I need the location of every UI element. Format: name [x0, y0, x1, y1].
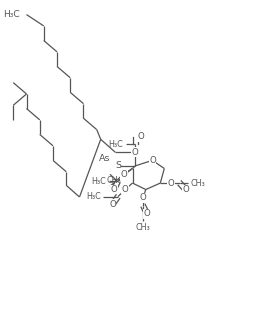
- Text: O: O: [111, 185, 117, 194]
- Text: O: O: [109, 200, 116, 209]
- Text: O: O: [140, 193, 147, 202]
- Text: O: O: [121, 170, 127, 179]
- Text: CH₃: CH₃: [107, 176, 121, 185]
- Text: O: O: [132, 148, 139, 157]
- Text: H₃C: H₃C: [91, 177, 106, 186]
- Text: S: S: [115, 161, 121, 170]
- Text: O: O: [149, 156, 156, 165]
- Text: CH₃: CH₃: [136, 223, 151, 232]
- Text: O: O: [182, 185, 189, 194]
- Text: O: O: [167, 179, 174, 188]
- Text: O: O: [137, 132, 144, 141]
- Text: H₃C: H₃C: [3, 10, 20, 19]
- Text: CH₃: CH₃: [191, 179, 206, 188]
- Text: H₃C: H₃C: [108, 140, 123, 149]
- Text: As: As: [99, 154, 111, 163]
- Text: O: O: [144, 209, 151, 218]
- Text: O: O: [122, 185, 129, 194]
- Text: H₃C: H₃C: [86, 192, 101, 201]
